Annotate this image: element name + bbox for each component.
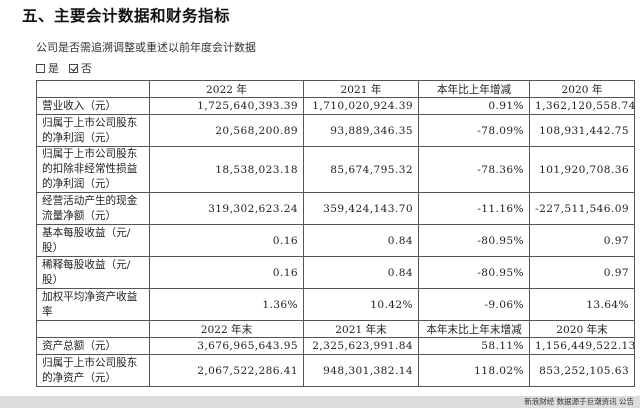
- table-row: 加权平均净资产收益率 1.36% 10.42% -9.06% 13.64%: [36, 288, 635, 321]
- header-cell: [36, 80, 150, 98]
- cell-value: 85,674,795.32: [303, 146, 419, 193]
- cell-value: 1,725,640,393.39: [149, 97, 304, 115]
- cell-value: -78.36%: [418, 146, 530, 193]
- cell-value: 2,325,623,991.84: [303, 337, 419, 355]
- row-label: 基本每股收益（元/股）: [36, 224, 150, 257]
- cell-value: 0.91%: [418, 97, 530, 115]
- cell-value: 101,920,708.36: [529, 146, 635, 193]
- cell-value: 853,252,105.63: [529, 354, 635, 387]
- table-row: 基本每股收益（元/股） 0.16 0.84 -80.95% 0.97: [36, 224, 635, 257]
- row-label: 归属于上市公司股东的净资产（元）: [36, 354, 150, 387]
- answer-yes-label: 是: [48, 62, 59, 75]
- section-title: 五、主要会计数据和财务指标: [22, 7, 231, 25]
- table-row: 归属于上市公司股东的扣除非经常性损益的净利润（元） 18,538,023.18 …: [36, 146, 635, 193]
- header-cell: 2022 年末: [149, 320, 304, 338]
- table-row: 归属于上市公司股东的净资产（元） 2,067,522,286.41 948,30…: [36, 354, 635, 387]
- row-label: 归属于上市公司股东的扣除非经常性损益的净利润（元）: [36, 146, 150, 193]
- cell-value: 58.11%: [418, 337, 530, 355]
- row-label: 营业收入（元）: [36, 97, 150, 115]
- header-cell: 2022 年: [149, 80, 304, 98]
- cell-value: 359,424,143.70: [303, 192, 419, 225]
- cell-value: 2,067,522,286.41: [149, 354, 304, 387]
- financial-indicators-table: 2022 年 2021 年 本年比上年增减 2020 年 营业收入（元） 1,7…: [36, 80, 635, 387]
- header-cell: 2021 年末: [303, 320, 419, 338]
- cell-value: 0.84: [303, 256, 419, 289]
- header-cell: 2020 年末: [529, 320, 635, 338]
- cell-value: 0.97: [529, 224, 635, 257]
- cell-value: 0.16: [149, 224, 304, 257]
- cell-value: 93,889,346.35: [303, 114, 419, 147]
- source-watermark: 新浪财经 数据源于巨潮资讯 公告: [524, 397, 634, 406]
- table-row: 归属于上市公司股东的净利润（元） 20,568,200.89 93,889,34…: [36, 114, 635, 147]
- table-header-row: 2022 年末 2021 年末 本年末比上年末增减 2020 年末: [36, 320, 635, 338]
- header-cell: 本年末比上年末增减: [418, 320, 530, 338]
- cell-value: 1,710,020,924.39: [303, 97, 419, 115]
- cell-value: 10.42%: [303, 288, 419, 321]
- cell-value: 0.84: [303, 224, 419, 257]
- cell-value: 13.64%: [529, 288, 635, 321]
- header-cell: [36, 320, 150, 338]
- row-label: 归属于上市公司股东的净利润（元）: [36, 114, 150, 147]
- cell-value: 0.97: [529, 256, 635, 289]
- answer-yes-checkbox: [36, 63, 45, 73]
- cell-value: 0.16: [149, 256, 304, 289]
- cell-value: 3,676,965,643.95: [149, 337, 304, 355]
- answer-no-checkbox: [69, 63, 78, 73]
- cell-value: 108,931,442.75: [529, 114, 635, 147]
- restatement-answers: 是 否: [36, 60, 100, 76]
- table-row: 营业收入（元） 1,725,640,393.39 1,710,020,924.3…: [36, 97, 635, 115]
- watermark-banner: [0, 396, 640, 408]
- table-row: 经营活动产生的现金流量净额（元） 319,302,623.24 359,424,…: [36, 192, 635, 225]
- header-cell: 本年比上年增减: [418, 80, 530, 98]
- cell-value: -11.16%: [418, 192, 530, 225]
- table-row: 稀释每股收益（元/股） 0.16 0.84 -80.95% 0.97: [36, 256, 635, 289]
- cell-value: 1,156,449,522.13: [529, 337, 635, 355]
- cell-value: -9.06%: [418, 288, 530, 321]
- answer-no-label: 否: [81, 62, 92, 75]
- row-label: 稀释每股收益（元/股）: [36, 256, 150, 289]
- restatement-question: 公司是否需追溯调整或重述以前年度会计数据: [36, 41, 256, 54]
- header-cell: 2021 年: [303, 80, 419, 98]
- row-label: 加权平均净资产收益率: [36, 288, 150, 321]
- cell-value: 118.02%: [418, 354, 530, 387]
- row-label: 经营活动产生的现金流量净额（元）: [36, 192, 150, 225]
- cell-value: -78.09%: [418, 114, 530, 147]
- cell-value: 1,362,120,558.74: [529, 97, 635, 115]
- cell-value: -80.95%: [418, 224, 530, 257]
- cell-value: 18,538,023.18: [149, 146, 304, 193]
- header-cell: 2020 年: [529, 80, 635, 98]
- table-row: 资产总额（元） 3,676,965,643.95 2,325,623,991.8…: [36, 337, 635, 355]
- cell-value: -227,511,546.09: [529, 192, 635, 225]
- cell-value: -80.95%: [418, 256, 530, 289]
- row-label: 资产总额（元）: [36, 337, 150, 355]
- cell-value: 20,568,200.89: [149, 114, 304, 147]
- cell-value: 948,301,382.14: [303, 354, 419, 387]
- cell-value: 319,302,623.24: [149, 192, 304, 225]
- cell-value: 1.36%: [149, 288, 304, 321]
- table-header-row: 2022 年 2021 年 本年比上年增减 2020 年: [36, 80, 635, 98]
